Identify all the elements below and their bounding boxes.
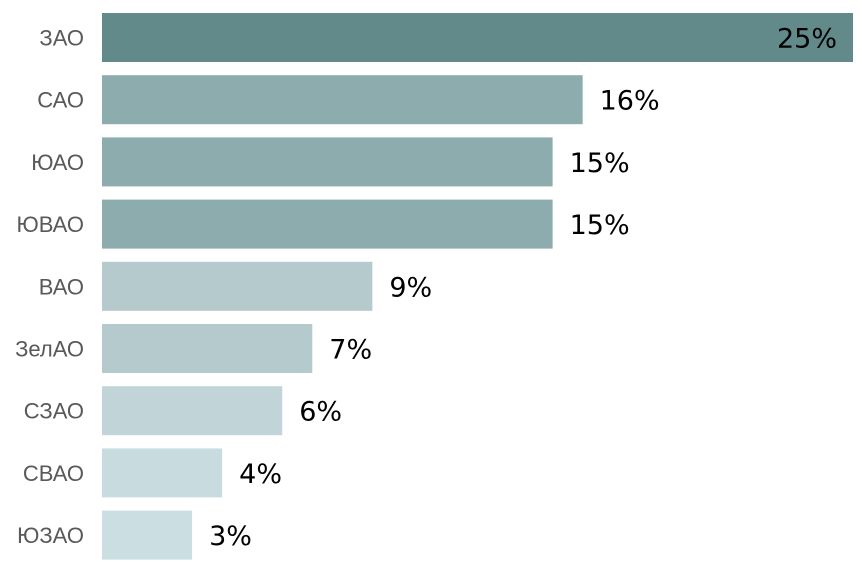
category-label-6: СЗАО bbox=[24, 399, 84, 424]
bar-7 bbox=[102, 448, 223, 498]
value-label-4: 9% bbox=[389, 272, 432, 303]
bar-0 bbox=[102, 13, 853, 62]
value-label-1: 16% bbox=[600, 86, 660, 117]
bar-5 bbox=[102, 324, 313, 373]
category-label-3: ЮВАО bbox=[17, 212, 84, 237]
value-label-3: 15% bbox=[570, 210, 630, 241]
value-label-2: 15% bbox=[570, 148, 630, 179]
category-label-2: ЮАО bbox=[31, 150, 84, 175]
value-label-7: 4% bbox=[239, 459, 282, 490]
value-label-5: 7% bbox=[329, 335, 372, 366]
category-label-7: СВАО bbox=[23, 461, 84, 486]
category-label-8: ЮЗАО bbox=[17, 523, 84, 548]
bar-6 bbox=[102, 386, 283, 436]
value-label-8: 3% bbox=[209, 521, 252, 552]
bar-8 bbox=[102, 510, 193, 560]
bar-4 bbox=[102, 261, 373, 311]
bar-2 bbox=[102, 137, 553, 187]
category-label-5: ЗелАО bbox=[15, 337, 84, 362]
value-label-0: 25% bbox=[777, 24, 837, 55]
value-label-6: 6% bbox=[299, 397, 342, 428]
bar-1 bbox=[102, 75, 583, 125]
bar-3 bbox=[102, 199, 553, 249]
category-label-4: ВАО bbox=[39, 274, 84, 299]
category-label-0: ЗАО bbox=[39, 26, 84, 51]
category-label-1: САО bbox=[37, 88, 84, 113]
